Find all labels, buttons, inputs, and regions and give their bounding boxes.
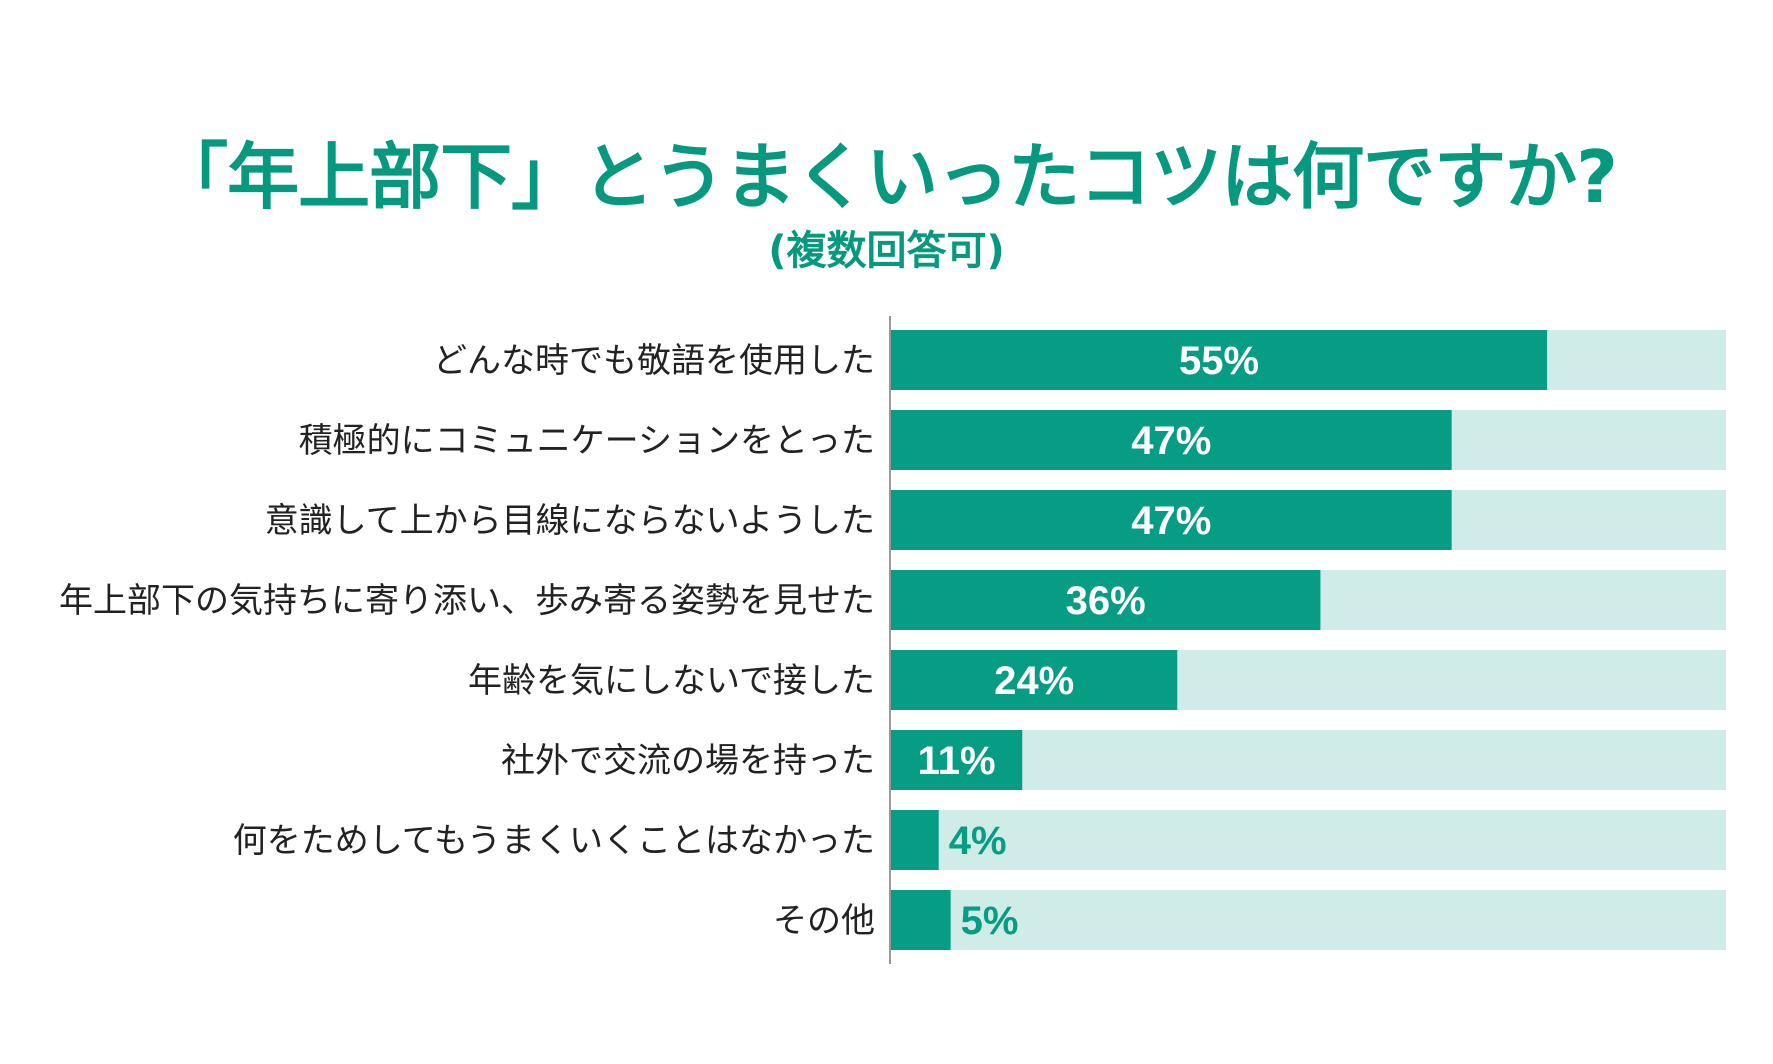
bar-track	[891, 890, 1726, 950]
bar	[891, 490, 1452, 550]
value-label: 4%	[949, 819, 1007, 863]
bar	[891, 570, 1321, 630]
bar-track	[891, 730, 1726, 790]
category-label: どんな時でも敬語を使用した	[433, 341, 875, 381]
value-label: 11%	[918, 739, 996, 783]
bar	[891, 410, 1452, 470]
value-label: 47%	[1131, 499, 1211, 543]
bar	[891, 730, 1023, 790]
value-labels: 55% 47% 47% 36% 24% 11% 4% 5%	[918, 339, 1259, 943]
bar	[891, 810, 939, 870]
value-label: 5%	[961, 899, 1019, 943]
category-labels: どんな時でも敬語を使用した積極的にコミュニケーションをとった意識して上から目線に…	[59, 341, 875, 941]
category-label: 意識して上から目線にならないようした	[265, 501, 875, 541]
category-label: 何をためしてもうまくいくことはなかった	[233, 821, 875, 861]
category-label: 年齢を気にしないで接した	[468, 661, 875, 701]
bar	[891, 330, 1548, 390]
category-label: その他	[773, 901, 875, 941]
value-label: 24%	[994, 659, 1074, 703]
value-label: 36%	[1066, 579, 1146, 623]
bar	[891, 890, 951, 950]
chart-subtitle: (複数回答可)	[768, 228, 1005, 274]
chart-title: 「年上部下」とうまくいったコツは何ですか?	[156, 135, 1618, 219]
category-label: 社外で交流の場を持った	[501, 741, 875, 781]
value-label: 47%	[1131, 419, 1211, 463]
bar-track	[891, 810, 1726, 870]
category-label: 積極的にコミュニケーションをとった	[299, 421, 875, 461]
category-label: 年上部下の気持ちに寄り添い、歩み寄る姿勢を見せた	[59, 581, 875, 621]
bars	[891, 330, 1548, 950]
value-label: 55%	[1179, 339, 1259, 383]
bar	[891, 650, 1178, 710]
